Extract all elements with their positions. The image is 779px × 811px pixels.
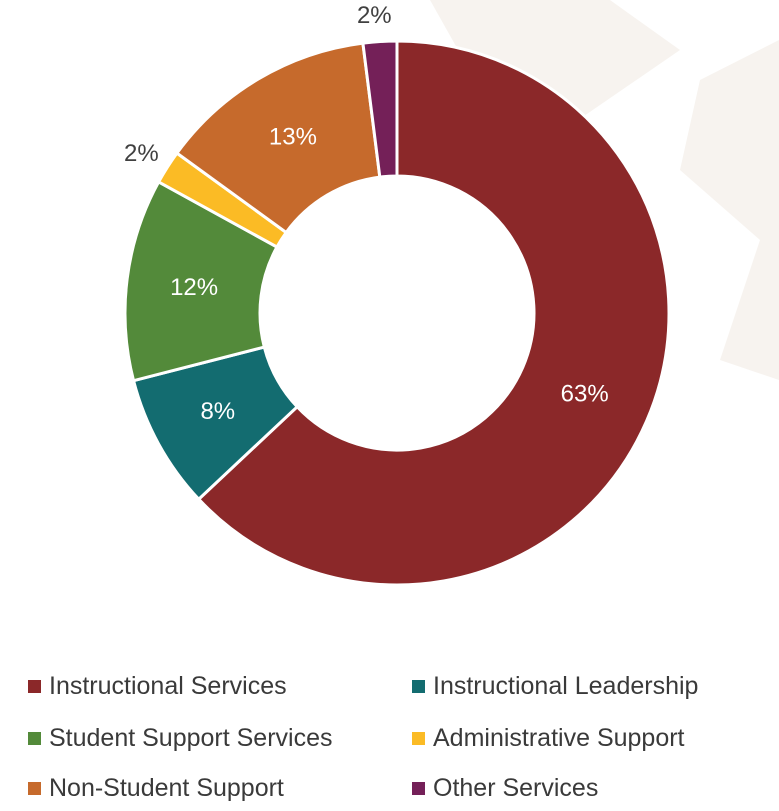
legend-swatch (28, 782, 41, 795)
slice-non-student-support (174, 41, 382, 235)
legend-swatch (412, 680, 425, 693)
legend-label: Non-Student Support (49, 774, 284, 802)
legend-item-non-student-support: Non-Student Support (28, 774, 284, 803)
legend-item-instructional-leadership: Instructional Leadership (412, 672, 698, 701)
legend-label: Other Services (433, 774, 599, 802)
data-label-student-support-services: 12% (170, 274, 218, 301)
legend-swatch (412, 782, 425, 795)
donut-slices (123, 39, 671, 587)
data-labels: 63% 8% 12% 2% 13% 2% (124, 2, 609, 425)
legend-label: Instructional Services (49, 672, 287, 700)
legend-label: Administrative Support (433, 724, 685, 752)
data-label-administrative-support: 2% (124, 140, 159, 167)
legend-item-administrative-support: Administrative Support (412, 724, 685, 753)
legend-item-other-services: Other Services (412, 774, 598, 803)
legend-swatch (28, 680, 41, 693)
legend-label: Student Support Services (49, 724, 333, 752)
legend-item-instructional-services: Instructional Services (28, 672, 287, 701)
legend-swatch (412, 732, 425, 745)
data-label-instructional-leadership: 8% (200, 398, 235, 425)
data-label-other-services: 2% (357, 2, 392, 29)
legend-swatch (28, 732, 41, 745)
legend-label: Instructional Leadership (433, 672, 699, 700)
legend-item-student-support-services: Student Support Services (28, 724, 333, 753)
data-label-non-student-support: 13% (269, 123, 317, 150)
slice-other-services (361, 39, 399, 179)
data-label-instructional-services: 63% (561, 381, 609, 408)
chart-legend: Instructional Services Instructional Lea… (28, 666, 779, 806)
slice-instructional-services (196, 39, 671, 587)
